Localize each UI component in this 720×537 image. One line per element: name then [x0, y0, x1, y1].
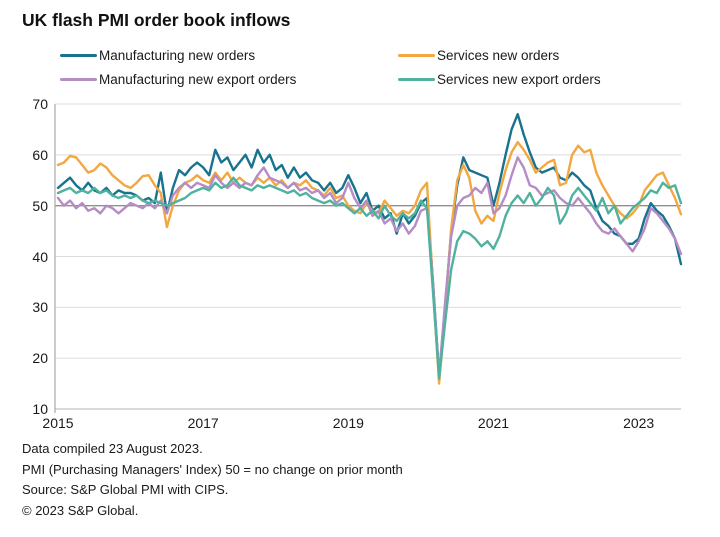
series-line-manufacturing-new-orders — [56, 112, 683, 378]
footnote-line: Source: S&P Global PMI with CIPS. — [22, 482, 229, 497]
legend-item-services-new-export-orders: Services new export orders — [398, 68, 660, 91]
y-tick-label: 60 — [32, 146, 48, 163]
series-line-manufacturing-new-export-orders — [56, 156, 683, 378]
y-tick-label: 10 — [32, 401, 48, 417]
footnotes: Data compiled 23 August 2023. PMI (Purcha… — [22, 439, 403, 521]
series-line-services-new-orders — [56, 140, 683, 385]
legend-label: Manufacturing new export orders — [99, 72, 297, 87]
y-tick-label: 70 — [32, 96, 48, 112]
legend-line-swatch — [60, 53, 97, 58]
legend-line-swatch — [60, 77, 97, 82]
x-tick-label: 2023 — [623, 415, 655, 431]
legend-item-manufacturing-new-export-orders: Manufacturing new export orders — [60, 68, 398, 91]
footnote-line: © 2023 S&P Global. — [22, 502, 139, 518]
x-tick-label: 2017 — [187, 415, 219, 431]
y-tick-label: 40 — [32, 248, 48, 265]
legend-label: Services new export orders — [437, 72, 601, 87]
footnote-line: Data compiled 23 August 2023. — [22, 441, 203, 456]
x-tick-label: 2021 — [477, 415, 510, 431]
x-tick-label: 2019 — [332, 415, 364, 431]
chart-title: UK flash PMI order book inflows — [22, 10, 291, 30]
y-tick-label: 50 — [32, 197, 48, 214]
legend-label: Services new orders — [437, 48, 560, 63]
y-tick-label: 30 — [32, 299, 48, 316]
legend-item-services-new-orders: Services new orders — [398, 44, 660, 67]
y-tick-label: 20 — [32, 350, 48, 367]
legend-line-swatch — [398, 53, 435, 58]
legend-item-manufacturing-new-orders: Manufacturing new orders — [60, 44, 398, 67]
legend-label: Manufacturing new orders — [99, 48, 256, 63]
x-tick-label: 2015 — [42, 415, 74, 431]
legend-line-swatch — [398, 77, 435, 82]
legend: Manufacturing new orders Services new ord… — [60, 44, 660, 91]
series-line-services-new-export-orders — [56, 176, 683, 380]
footnote-line: PMI (Purchasing Managers' Index) 50 = no… — [22, 461, 403, 477]
